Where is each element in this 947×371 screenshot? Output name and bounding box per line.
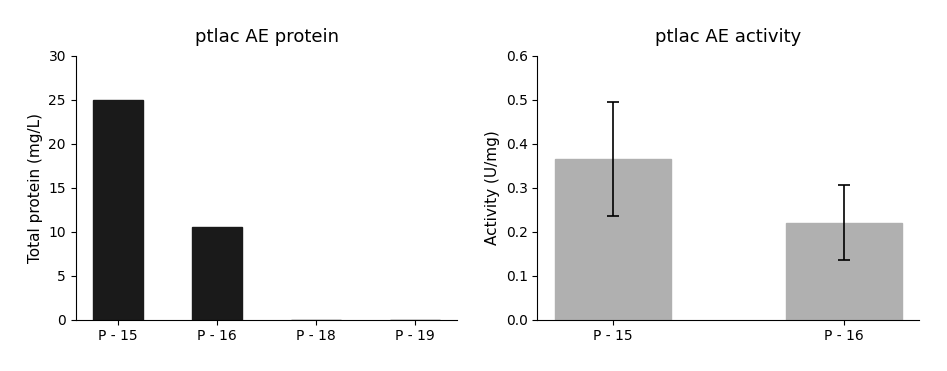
Bar (786, 223, 902, 319)
Bar (555, 159, 670, 319)
Title: ptlac AE activity: ptlac AE activity (655, 28, 801, 46)
Y-axis label: Total protein (mg/L): Total protein (mg/L) (27, 112, 43, 263)
Y-axis label: Activity (U/mg): Activity (U/mg) (485, 130, 500, 245)
Bar (192, 227, 241, 319)
Title: ptlac AE protein: ptlac AE protein (194, 28, 338, 46)
Bar (93, 100, 143, 319)
